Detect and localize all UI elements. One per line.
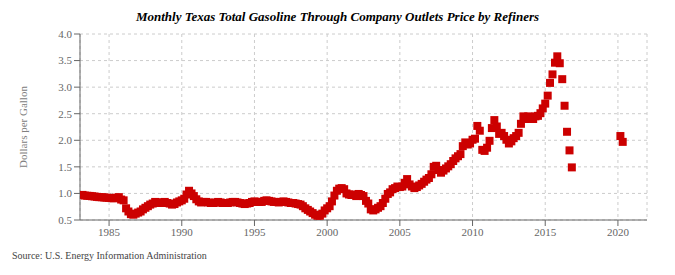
svg-text:3.0: 3.0: [58, 81, 72, 93]
svg-text:2.5: 2.5: [58, 108, 72, 120]
svg-text:2000: 2000: [316, 226, 339, 238]
svg-text:2020: 2020: [607, 226, 630, 238]
svg-text:2005: 2005: [389, 226, 412, 238]
svg-text:2010: 2010: [462, 226, 485, 238]
svg-text:Dollars per Gallon: Dollars per Gallon: [17, 86, 29, 168]
svg-text:1995: 1995: [243, 226, 266, 238]
svg-text:2015: 2015: [534, 226, 557, 238]
html-text:Source: U.S. Energy Informatio: Source: U.S. Energy Information Administ…: [12, 250, 207, 261]
svg-text:1.0: 1.0: [58, 187, 72, 199]
svg-text:1990: 1990: [171, 226, 194, 238]
svg-text:1985: 1985: [98, 226, 121, 238]
svg-text:2.0: 2.0: [58, 134, 72, 146]
svg-text:1.5: 1.5: [58, 161, 72, 173]
svg-text:3.5: 3.5: [58, 54, 72, 66]
svg-text:0.5: 0.5: [58, 214, 72, 226]
html-text:Monthly Texas Total Gasoline T: Monthly Texas Total Gasoline Through Com…: [135, 9, 540, 24]
svg-text:4.0: 4.0: [58, 28, 72, 40]
